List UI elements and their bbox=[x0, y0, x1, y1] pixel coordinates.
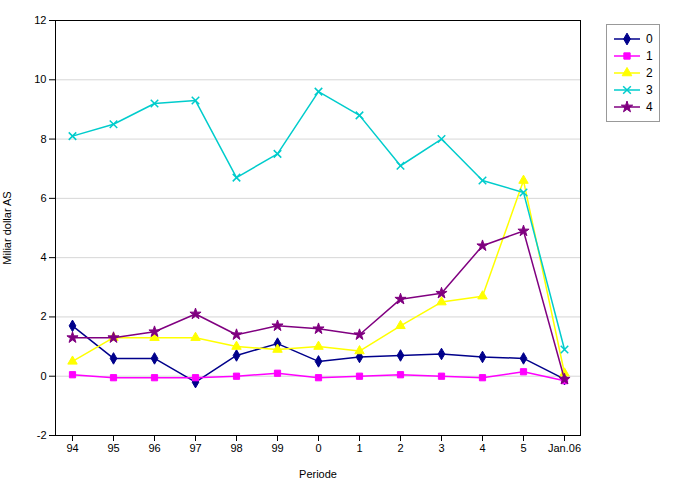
svg-text:94: 94 bbox=[66, 442, 78, 454]
svg-text:10: 10 bbox=[34, 73, 46, 85]
svg-text:0: 0 bbox=[315, 442, 321, 454]
svg-text:97: 97 bbox=[189, 442, 201, 454]
svg-text:4: 4 bbox=[479, 442, 485, 454]
svg-text:2: 2 bbox=[40, 310, 46, 322]
svg-text:4: 4 bbox=[40, 251, 46, 263]
svg-text:8: 8 bbox=[40, 133, 46, 145]
svg-text:1: 1 bbox=[356, 442, 362, 454]
svg-text:96: 96 bbox=[148, 442, 160, 454]
svg-text:12: 12 bbox=[34, 14, 46, 26]
svg-text:5: 5 bbox=[520, 442, 526, 454]
html-text:3: 3 bbox=[646, 83, 653, 97]
svg-text:Miliar dollar AS: Miliar dollar AS bbox=[1, 191, 13, 264]
svg-text:-2: -2 bbox=[37, 429, 47, 441]
html-text:1: 1 bbox=[646, 49, 653, 63]
html-text:0: 0 bbox=[646, 32, 653, 46]
svg-text:99: 99 bbox=[271, 442, 283, 454]
svg-text:98: 98 bbox=[230, 442, 242, 454]
svg-text:95: 95 bbox=[107, 442, 119, 454]
svg-text:2: 2 bbox=[397, 442, 403, 454]
svg-text:3: 3 bbox=[438, 442, 444, 454]
svg-text:0: 0 bbox=[40, 370, 46, 382]
svg-text:6: 6 bbox=[40, 192, 46, 204]
html-text:4: 4 bbox=[646, 100, 653, 114]
svg-text:Jan.06: Jan.06 bbox=[548, 442, 581, 454]
html-text:2: 2 bbox=[646, 66, 653, 80]
svg-text:Periode: Periode bbox=[299, 468, 337, 480]
